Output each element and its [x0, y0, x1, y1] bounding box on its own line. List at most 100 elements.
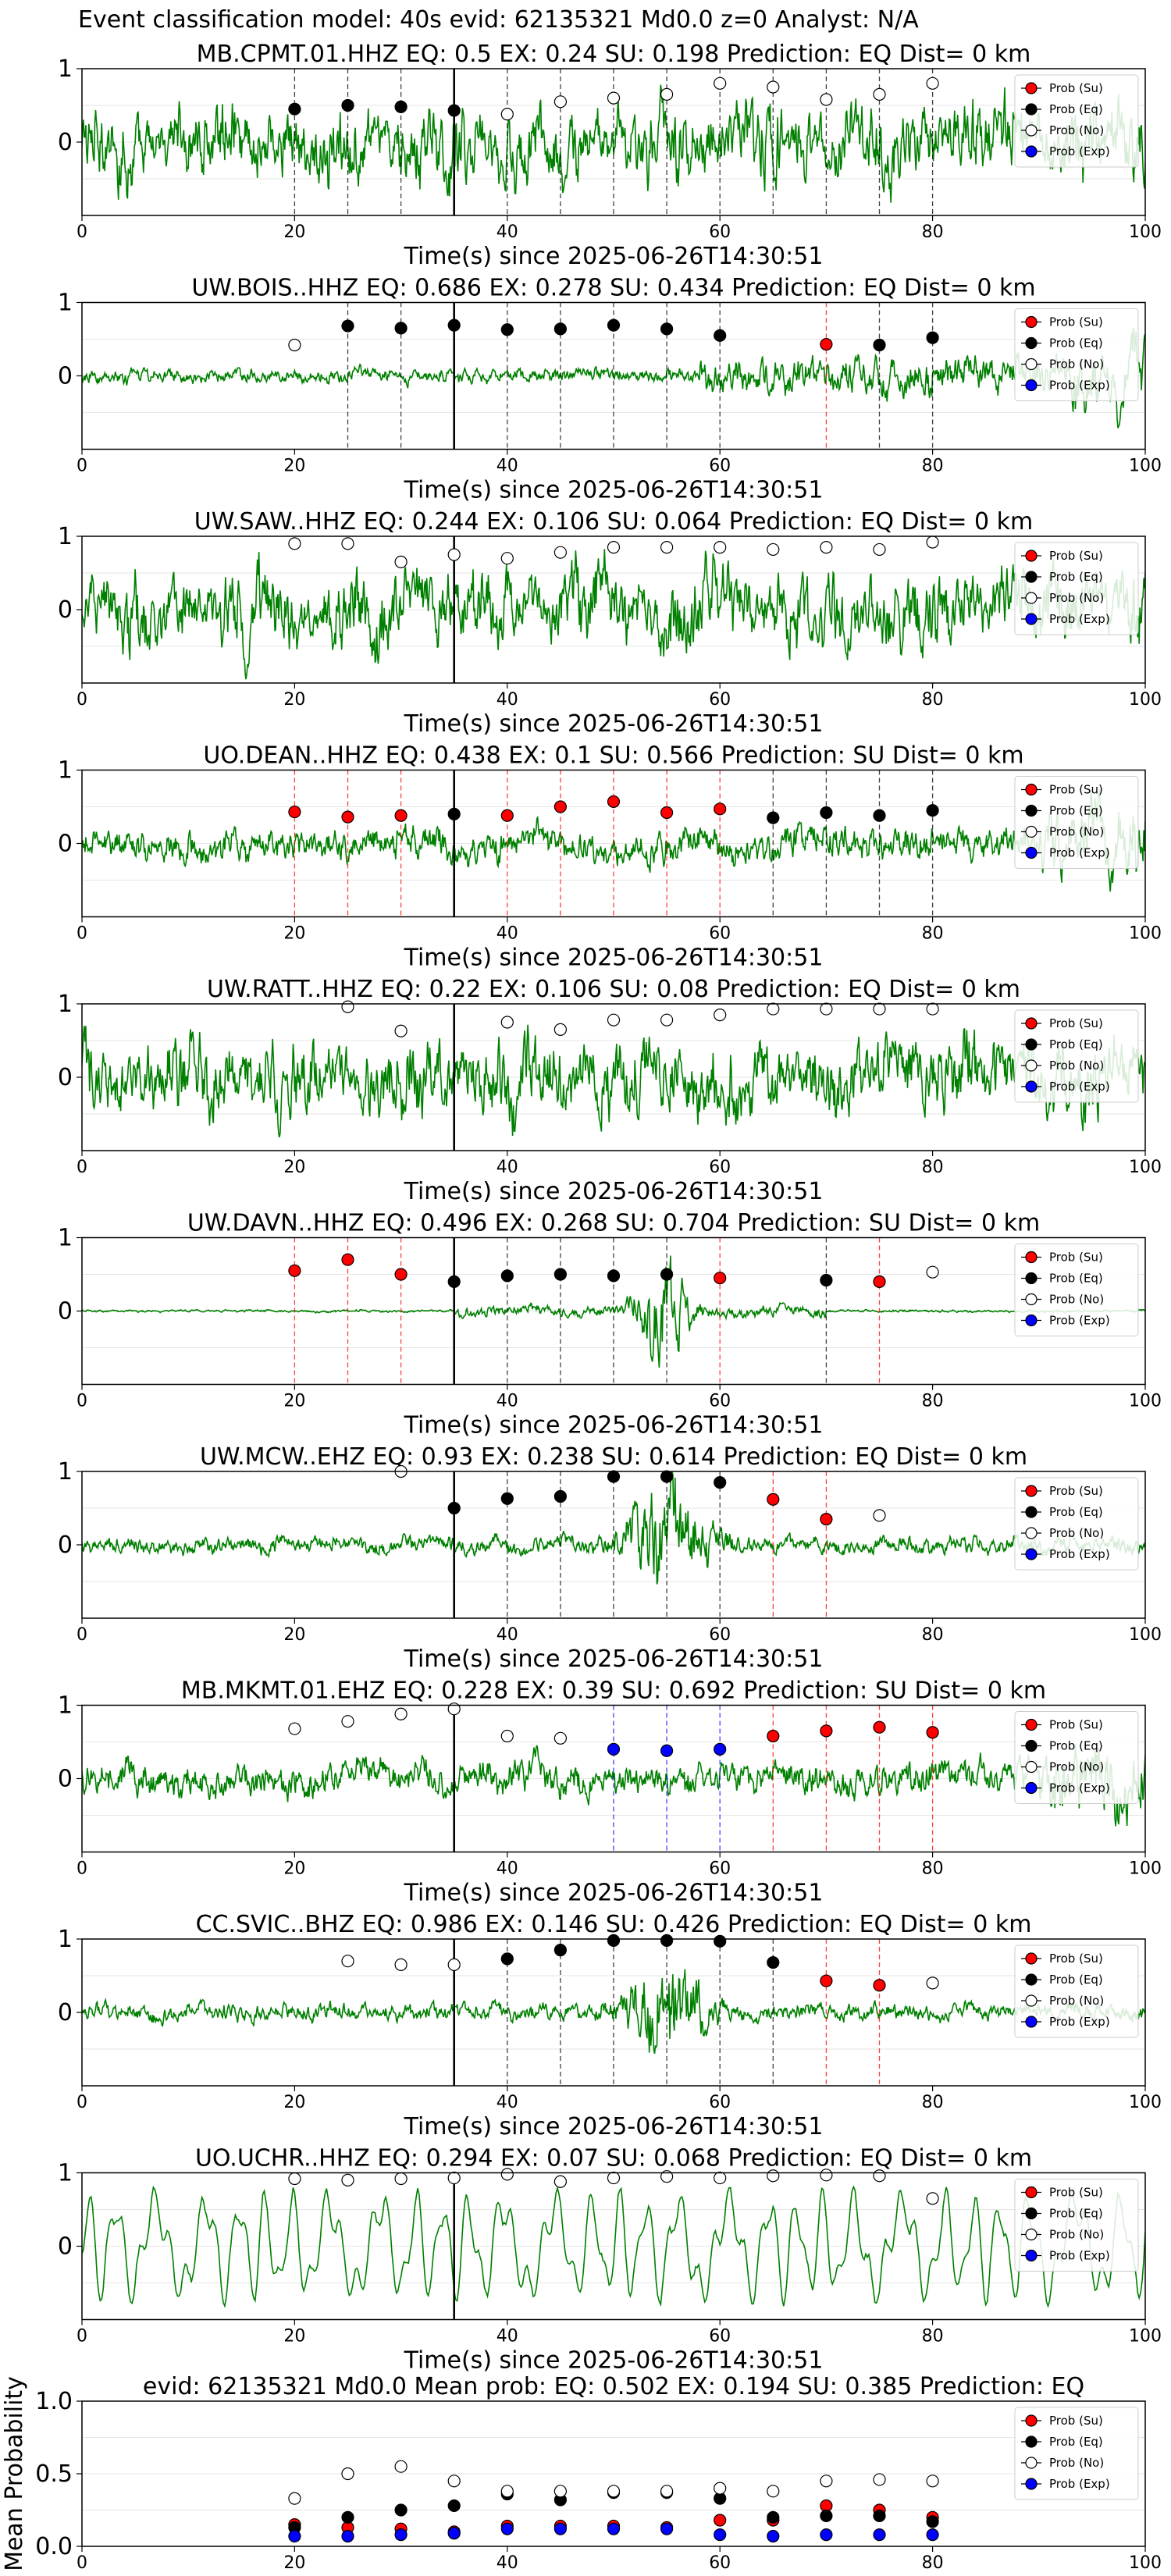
x-tick-label: 60: [709, 1859, 731, 1879]
prob-marker-no: [341, 1000, 354, 1013]
mean-marker-exp: [341, 2529, 354, 2543]
prob-marker-su: [873, 1275, 886, 1289]
station-panel-3: UO.DEAN..HHZ EQ: 0.438 EX: 0.1 SU: 0.566…: [58, 742, 1162, 972]
prob-marker-no: [607, 540, 621, 554]
prob-marker-no: [288, 2172, 301, 2186]
panel-title: MB.MKMT.01.EHZ EQ: 0.228 EX: 0.39 SU: 0.…: [181, 1678, 1046, 1705]
axes-frame: [81, 1704, 1146, 1853]
panel-title: CC.SVIC..BHZ EQ: 0.986 EX: 0.146 SU: 0.4…: [196, 1911, 1032, 1938]
station-panel-7: MB.MKMT.01.EHZ EQ: 0.228 EX: 0.39 SU: 0.…: [58, 1678, 1162, 1907]
legend-marker: [1025, 1973, 1038, 1986]
prob-marker-no: [553, 1731, 568, 1745]
prob-marker-eq: [447, 318, 461, 332]
x-tick-label: 20: [283, 1392, 305, 1411]
x-tick-label: 100: [1129, 690, 1162, 710]
legend-label: Prob (Exp): [1049, 144, 1110, 158]
mean-marker-no: [714, 2482, 727, 2495]
prob-marker-no: [394, 2172, 408, 2186]
y-tick-label: 0: [58, 831, 73, 858]
x-tick-label: 0: [77, 2553, 87, 2573]
legend-marker: [1025, 2207, 1038, 2220]
y-tick-label: 1: [58, 1926, 73, 1953]
panel-title: UW.SAW..HHZ EQ: 0.244 EX: 0.106 SU: 0.06…: [194, 508, 1033, 535]
station-panel-5: UW.DAVN..HHZ EQ: 0.496 EX: 0.268 SU: 0.7…: [58, 1210, 1162, 1439]
axes-frame: [81, 535, 1146, 684]
prob-marker-no: [714, 1008, 727, 1022]
x-tick-label: 80: [922, 924, 944, 944]
prob-marker-no: [500, 1016, 514, 1029]
legend-label: Prob (Eq): [1049, 1272, 1103, 1286]
figure-suptitle: Event classification model: 40s evid: 62…: [78, 6, 919, 34]
y-tick-label: 0.0: [35, 2533, 73, 2560]
axes-frame: [81, 2400, 1146, 2547]
prob-marker-no: [767, 80, 780, 94]
legend-marker: [1025, 1994, 1038, 2007]
prob-marker-no: [394, 1958, 408, 1971]
mean-marker-exp: [660, 2522, 674, 2535]
legend-marker: [1025, 2435, 1038, 2448]
prob-marker-no: [607, 91, 621, 105]
x-tick-label: 40: [497, 457, 518, 476]
station-panel-1: UW.BOIS..HHZ EQ: 0.686 EX: 0.278 SU: 0.4…: [58, 275, 1162, 504]
y-tick-label: 1: [58, 757, 73, 785]
waveform-trace: [82, 1024, 1145, 1138]
prob-marker-no: [873, 1509, 886, 1522]
y-tick-label: 1: [58, 523, 73, 550]
plot-area: [82, 69, 1145, 215]
station-panel-4: UW.RATT..HHZ EQ: 0.22 EX: 0.106 SU: 0.08…: [58, 976, 1162, 1205]
x-axis-label: Time(s) since 2025-06-26T14:30:51: [404, 243, 824, 270]
legend-label: Prob (Eq): [1049, 1037, 1103, 1051]
prob-marker-eq: [553, 1944, 568, 1957]
x-tick-label: 60: [709, 924, 731, 944]
prob-marker-no: [341, 537, 354, 550]
mean-marker-no: [447, 2475, 461, 2488]
prob-marker-su: [288, 1264, 301, 1277]
prob-marker-eq: [500, 1952, 514, 1966]
x-axis-label: Time(s) since 2025-06-26T14:30:51: [404, 1412, 824, 1439]
y-tick-label: 1: [58, 991, 73, 1018]
legend-box: [1014, 1711, 1139, 1804]
legend-label: Prob (Eq): [1049, 2435, 1103, 2449]
legend-label: Prob (Su): [1049, 1016, 1103, 1030]
legend-box: [1014, 2179, 1139, 2272]
prob-marker-su: [820, 1974, 833, 1987]
prob-marker-eq: [873, 338, 886, 352]
prob-marker-eq: [553, 322, 568, 336]
mean-marker-exp: [926, 2528, 939, 2542]
legend-marker: [1025, 1527, 1038, 1539]
prob-marker-su: [714, 802, 727, 816]
legend-label: Prob (No): [1049, 123, 1104, 137]
x-tick-label: 80: [922, 2553, 944, 2573]
prob-marker-no: [607, 1013, 621, 1026]
legend-marker: [1025, 613, 1038, 625]
y-tick-label: 1: [58, 1458, 73, 1485]
legend-label: Prob (No): [1049, 1293, 1104, 1307]
prob-marker-no: [660, 540, 674, 554]
legend-label: Prob (Exp): [1049, 379, 1110, 393]
prob-marker-no: [820, 2169, 833, 2182]
plot-area: [82, 2172, 1145, 2320]
legend-label: Prob (Exp): [1049, 2477, 1110, 2491]
x-tick-label: 0: [77, 690, 87, 710]
legend-marker: [1025, 550, 1038, 562]
x-tick-label: 60: [709, 457, 731, 476]
x-tick-label: 60: [709, 1158, 731, 1177]
x-tick-label: 60: [709, 1625, 731, 1645]
x-tick-label: 80: [922, 1392, 944, 1411]
prob-marker-su: [714, 1272, 727, 1285]
legend-label: Prob (Su): [1049, 1484, 1103, 1498]
prob-marker-no: [873, 87, 886, 101]
legend-marker: [1025, 336, 1038, 350]
prob-marker-no: [873, 2169, 886, 2183]
legend-label: Prob (Eq): [1049, 804, 1103, 818]
prob-marker-su: [926, 1726, 939, 1739]
station-panel-6: UW.MCW..EHZ EQ: 0.93 EX: 0.238 SU: 0.614…: [58, 1443, 1162, 1673]
prob-marker-no: [820, 540, 833, 554]
prob-marker-no: [926, 1976, 939, 1990]
legend-label: Prob (No): [1049, 358, 1104, 372]
prob-marker-no: [341, 2173, 354, 2186]
x-tick-label: 40: [497, 1392, 518, 1411]
x-tick-label: 60: [709, 2093, 731, 2112]
mean-marker-exp: [820, 2528, 833, 2542]
prob-marker-no: [873, 1002, 886, 1016]
